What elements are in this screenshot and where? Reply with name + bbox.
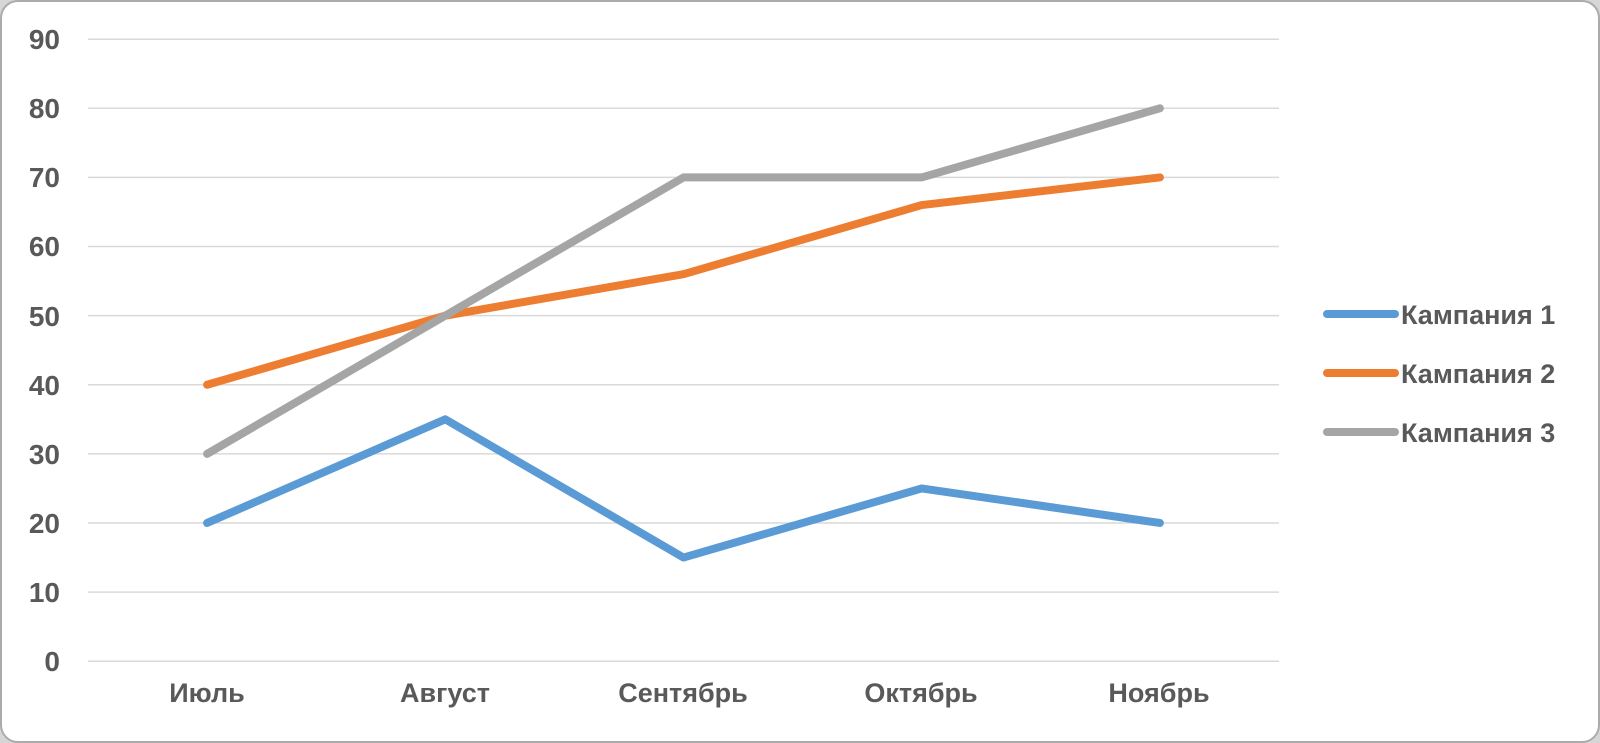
plot-area [203,104,1164,562]
x-tick-label: Июль [169,678,245,708]
series-line-1 [203,415,1164,562]
y-tick-label: 10 [29,577,60,608]
x-tick-label: Сентябрь [618,678,748,708]
legend: Кампания 1 Кампания 2 Кампания 3 [1323,300,1555,448]
y-tick-label: 30 [29,439,60,470]
y-axis-labels: 0 10 20 30 40 50 60 70 80 90 [29,24,60,677]
y-tick-label: 90 [29,24,60,55]
y-tick-label: 20 [29,508,60,539]
legend-label: Кампания 3 [1401,418,1555,448]
legend-label: Кампания 1 [1401,300,1555,330]
x-axis-labels: Июль Август Сентябрь Октябрь Ноябрь [169,678,1209,708]
y-tick-label: 40 [29,370,60,401]
legend-label: Кампания 2 [1401,359,1555,389]
legend-item-campaign-2: Кампания 2 [1323,359,1555,389]
gridlines [88,38,1279,662]
y-tick-label: 70 [29,162,60,193]
x-tick-label: Октябрь [864,678,977,708]
legend-item-campaign-3: Кампания 3 [1323,418,1555,448]
y-tick-label: 50 [29,301,60,332]
x-tick-label: Ноябрь [1108,678,1209,708]
series-line-2 [203,173,1164,389]
y-tick-label: 0 [44,646,60,677]
y-tick-label: 60 [29,231,60,262]
y-tick-label: 80 [29,93,60,124]
legend-item-campaign-1: Кампания 1 [1323,300,1555,330]
series-line-3 [203,104,1164,458]
x-tick-label: Август [400,678,490,708]
